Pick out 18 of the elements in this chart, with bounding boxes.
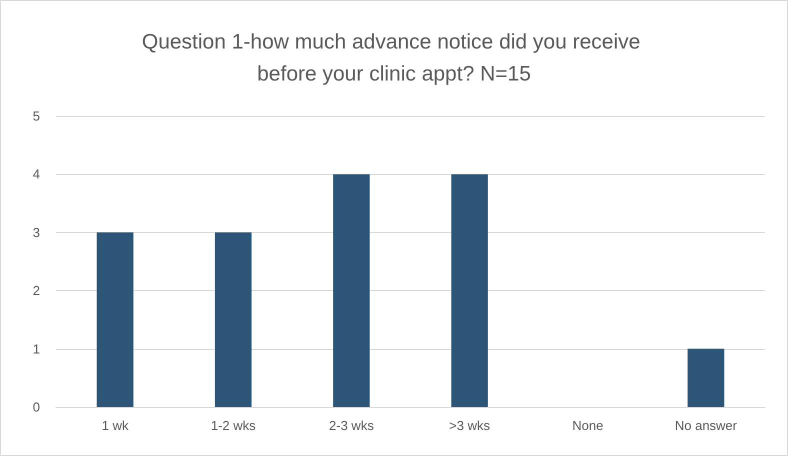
y-tick-label: 1 (32, 341, 40, 356)
y-tick-label: 0 (32, 400, 40, 414)
x-tick-label: >3 wks (449, 418, 490, 433)
bar (333, 174, 370, 407)
bar (688, 348, 724, 407)
y-tick-label: 2 (32, 283, 40, 298)
y-tick-label: 4 (32, 166, 40, 182)
x-tick-label: 1-2 wks (210, 418, 256, 433)
x-tick-label: None (572, 418, 604, 433)
y-tick-label: 3 (32, 224, 40, 240)
x-tick-label: No answer (674, 418, 738, 433)
x-tick-label: 2-3 wks (329, 418, 374, 433)
x-tick-label: 1 wk (102, 418, 129, 433)
chart-title: Question 1-how much advance notice did you receive before your clinic appt? N=15 (142, 30, 646, 86)
bar (96, 232, 134, 407)
bar (451, 174, 488, 407)
bar (214, 232, 252, 407)
y-tick-label: 5 (32, 108, 40, 124)
